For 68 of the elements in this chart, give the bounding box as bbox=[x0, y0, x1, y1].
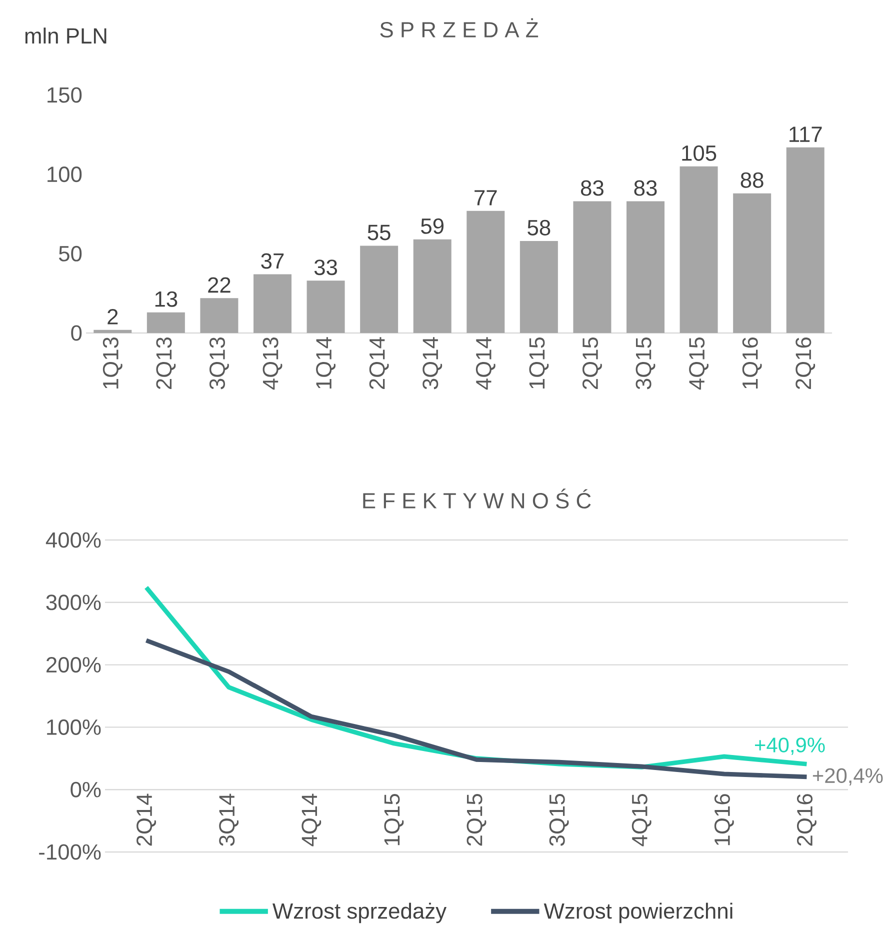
legend-label: Wzrost powierzchni bbox=[544, 902, 732, 924]
chart-title: E F E K T Y W N O Ś Ć bbox=[363, 488, 591, 509]
bar bbox=[680, 166, 718, 333]
bar bbox=[573, 201, 612, 333]
x-tick-label: 4Q15 bbox=[632, 794, 652, 846]
x-tick-label: 3Q15 bbox=[636, 337, 656, 390]
y-tick-label: 400% bbox=[46, 532, 101, 548]
data-label: 88 bbox=[740, 172, 764, 188]
x-tick-label: 1Q16 bbox=[742, 337, 762, 388]
chart-title: S P R Z E D A Ż bbox=[380, 18, 538, 38]
bar bbox=[733, 193, 772, 333]
data-label: 105 bbox=[682, 145, 716, 161]
x-tick-label: 2Q16 bbox=[796, 794, 816, 846]
x-tick-label: 2Q13 bbox=[156, 337, 176, 390]
x-tick-label: 3Q14 bbox=[422, 337, 442, 390]
bar bbox=[146, 312, 185, 333]
x-tick-label: 2Q14 bbox=[369, 337, 389, 390]
x-tick-label: 2Q15 bbox=[582, 337, 602, 390]
data-label: 77 bbox=[474, 190, 497, 206]
data-label: 2 bbox=[108, 308, 118, 324]
bar bbox=[94, 330, 132, 333]
data-label: 59 bbox=[421, 218, 444, 234]
x-tick-label: 4Q15 bbox=[689, 337, 709, 390]
data-label: 58 bbox=[528, 220, 550, 236]
y-tick-label: -100% bbox=[39, 844, 101, 860]
y-tick-label: 200% bbox=[46, 657, 101, 673]
data-label: 13 bbox=[155, 291, 178, 307]
y-tick-label: 0 bbox=[71, 325, 82, 341]
x-tick-label: 1Q15 bbox=[529, 337, 549, 388]
bar bbox=[520, 240, 558, 333]
x-tick-label: 2Q14 bbox=[136, 794, 156, 846]
x-tick-label: 3Q13 bbox=[209, 337, 229, 390]
x-tick-label: 1Q13 bbox=[102, 337, 122, 388]
y-tick-label: 50 bbox=[58, 246, 82, 262]
y-tick-label: 100 bbox=[48, 166, 82, 182]
data-label: 83 bbox=[580, 180, 604, 196]
legend-label: Wzrost sprzedaży bbox=[272, 902, 447, 924]
data-label: +20,4% bbox=[812, 768, 883, 786]
data-label: 83 bbox=[634, 180, 657, 196]
x-tick-label: 2Q15 bbox=[466, 794, 486, 846]
bar bbox=[786, 147, 824, 333]
data-label: 37 bbox=[261, 253, 284, 269]
x-tick-label: 3Q14 bbox=[219, 794, 239, 846]
data-label: 55 bbox=[368, 224, 390, 240]
x-tick-label: 4Q14 bbox=[476, 337, 496, 390]
bar bbox=[200, 298, 238, 333]
x-tick-label: 3Q15 bbox=[549, 794, 569, 846]
x-tick-label: 4Q13 bbox=[262, 337, 282, 390]
data-label: 22 bbox=[208, 277, 230, 293]
y-tick-label: 100% bbox=[47, 719, 101, 735]
x-tick-label: 1Q16 bbox=[714, 794, 734, 846]
bar bbox=[466, 210, 505, 333]
data-label: 117 bbox=[790, 126, 822, 142]
y-tick-label: 150 bbox=[48, 87, 82, 103]
bar bbox=[626, 201, 665, 333]
y-tick-label: 300% bbox=[46, 594, 101, 610]
y-axis-title: mln PLN bbox=[25, 28, 106, 44]
bar bbox=[254, 274, 292, 333]
data-label: +40,9% bbox=[755, 738, 825, 755]
x-tick-label: 1Q14 bbox=[316, 337, 336, 388]
bar bbox=[360, 246, 398, 333]
x-tick-label: 2Q16 bbox=[796, 337, 816, 390]
bar bbox=[306, 280, 345, 333]
data-label: 33 bbox=[314, 260, 338, 276]
bar bbox=[413, 239, 452, 333]
x-tick-label: 4Q14 bbox=[302, 794, 322, 846]
y-tick-label: 0% bbox=[70, 782, 101, 798]
x-tick-label: 1Q15 bbox=[384, 794, 404, 846]
